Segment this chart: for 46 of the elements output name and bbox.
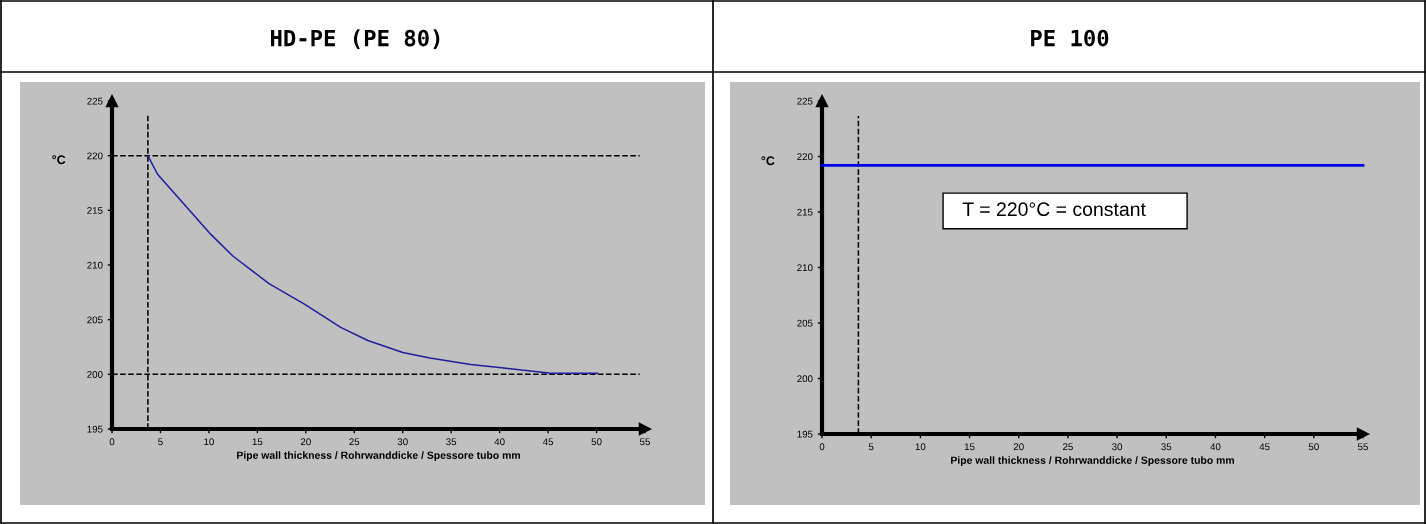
x-tick-label: 10 — [204, 438, 214, 446]
y-tick-label: 220 — [87, 152, 103, 160]
chart-title: PE 100 — [1031, 29, 1109, 47]
y-tick-label: 200 — [797, 375, 813, 383]
x-tick-label: 25 — [1062, 443, 1073, 451]
y-tick-label: 215 — [87, 207, 103, 214]
y-tick-label: 205 — [797, 319, 813, 327]
x-tick-label: 35 — [1161, 443, 1172, 451]
x-tick-label: 20 — [300, 438, 311, 446]
y-tick-label: 225 — [87, 97, 103, 105]
x-tick-label: 30 — [1112, 443, 1123, 451]
x-tick-label: 20 — [1013, 443, 1024, 451]
x-tick-label: 0 — [109, 438, 115, 446]
x-tick-label: 0 — [819, 443, 825, 451]
x-tick-label: 30 — [397, 438, 408, 446]
x-tick-label: 10 — [915, 443, 926, 451]
x-axis-title: Pipe wall thickness / Rohrwanddicke / Spessore tubo mm — [951, 456, 1234, 466]
y-axis-title: °C — [52, 155, 66, 165]
x-tick-label: 35 — [446, 438, 457, 446]
y-tick-label: 210 — [797, 264, 813, 272]
x-tick-label: 40 — [1210, 443, 1221, 451]
line-series — [147, 154, 599, 375]
x-tick-label: 50 — [591, 438, 602, 446]
x-tick-label: 5 — [158, 438, 163, 446]
x-tick-label: 25 — [349, 438, 360, 446]
annotation: T = 220°C = constant — [962, 202, 1146, 217]
x-tick-label: 15 — [252, 438, 263, 446]
y-axis-title: °C — [761, 156, 775, 166]
y-tick-label: 195 — [797, 430, 813, 438]
x-tick-label: 55 — [1357, 443, 1368, 451]
x-tick-label: 5 — [868, 443, 874, 451]
chart-title: HD-PE (PE 80) — [271, 29, 440, 50]
y-tick-label: 225 — [797, 97, 813, 105]
y-tick-label: 215 — [797, 208, 813, 216]
y-tick-label: 220 — [797, 153, 813, 161]
x-tick-label: 15 — [964, 443, 975, 451]
x-tick-label: 45 — [1259, 443, 1270, 451]
y-tick-label: 200 — [87, 371, 103, 378]
y-tick-label: 210 — [87, 261, 103, 269]
x-axis-title: Pipe wall thickness / Rohrwanddicke / Spessore tubo mm — [237, 451, 520, 461]
x-tick-label: 50 — [1308, 443, 1319, 451]
x-tick-label: 45 — [542, 438, 554, 446]
y-tick-label: 195 — [87, 425, 103, 433]
x-tick-label: 55 — [639, 438, 650, 446]
x-tick-label: 40 — [494, 438, 505, 446]
y-tick-label: 205 — [87, 316, 103, 324]
